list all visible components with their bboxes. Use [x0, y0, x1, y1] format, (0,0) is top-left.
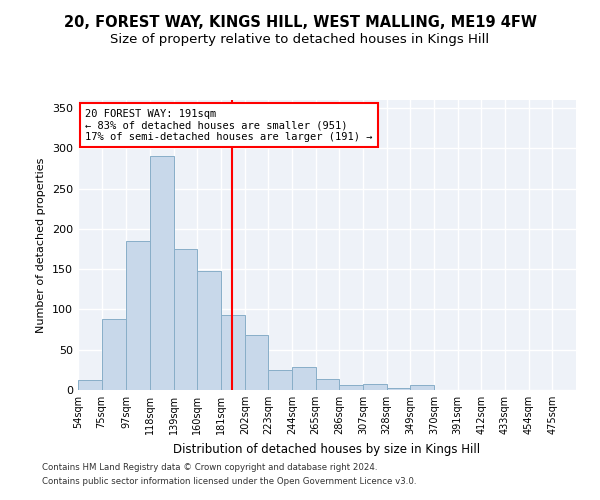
Bar — [127, 241, 150, 390]
Bar — [78, 380, 101, 390]
Text: 20, FOREST WAY, KINGS HILL, WEST MALLING, ME19 4FW: 20, FOREST WAY, KINGS HILL, WEST MALLING… — [64, 15, 536, 30]
Bar — [387, 388, 410, 390]
Text: Contains public sector information licensed under the Open Government Licence v3: Contains public sector information licen… — [42, 477, 416, 486]
Bar — [197, 271, 221, 390]
Bar — [340, 385, 363, 390]
X-axis label: Distribution of detached houses by size in Kings Hill: Distribution of detached houses by size … — [173, 442, 481, 456]
Bar — [174, 249, 197, 390]
Bar — [268, 370, 292, 390]
Bar — [245, 335, 268, 390]
Bar — [150, 156, 174, 390]
Bar — [292, 366, 316, 390]
Bar — [363, 384, 387, 390]
Text: Size of property relative to detached houses in Kings Hill: Size of property relative to detached ho… — [110, 32, 490, 46]
Bar — [410, 385, 434, 390]
Bar — [316, 378, 340, 390]
Text: 20 FOREST WAY: 191sqm
← 83% of detached houses are smaller (951)
17% of semi-det: 20 FOREST WAY: 191sqm ← 83% of detached … — [85, 108, 373, 142]
Bar — [101, 319, 127, 390]
Y-axis label: Number of detached properties: Number of detached properties — [37, 158, 46, 332]
Text: Contains HM Land Registry data © Crown copyright and database right 2024.: Contains HM Land Registry data © Crown c… — [42, 464, 377, 472]
Bar — [221, 315, 245, 390]
